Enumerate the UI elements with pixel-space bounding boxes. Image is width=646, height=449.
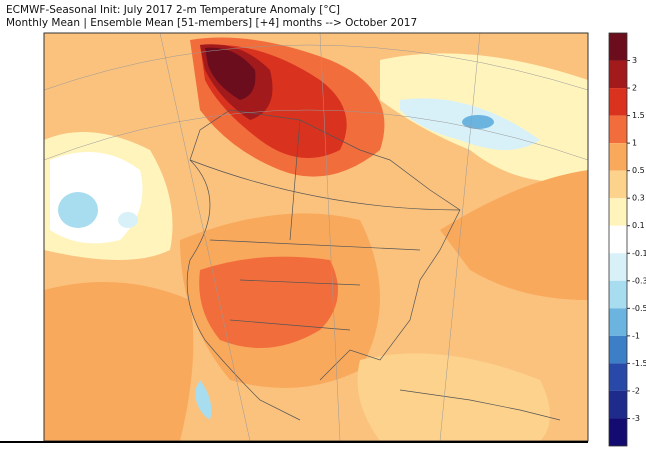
colorbar-label: -1 [632,331,640,340]
colorbar-swatch [609,418,627,446]
title-line: ECMWF-Seasonal Init: July 2017 2-m Tempe… [6,4,341,16]
colorbar-swatch [609,253,627,281]
colorbar-label: -0.5 [632,304,646,313]
colorbar-swatch [609,60,627,89]
colorbar-swatch [609,88,627,116]
coastlines [186,109,561,421]
colorbar-label: -1.5 [632,359,646,368]
colorbar-swatch [609,280,627,309]
colorbar-swatch [609,33,627,61]
colorbar-swatch [609,335,627,364]
colorbar-swatch [609,198,627,226]
colorbar-label: 0.1 [632,221,645,230]
colorbar-swatch [609,308,627,336]
colorbar-label: 0.3 [632,194,645,203]
colorbar-swatch [609,363,627,391]
colorbar-label: 1 [632,139,637,148]
colorbar-swatch [609,143,627,171]
colorbar-label: 0.5 [632,166,645,175]
title-line: Monthly Mean | Ensemble Mean [51-members… [6,17,418,29]
colorbar-label: 1.5 [632,111,645,120]
colorbar: 3 2 1.5 1 0.5 0.3 0.1 -0.1 -0.3 -0.5 -1 -1.5 -2 -3 [608,32,646,447]
graticule [44,33,588,441]
colorbar-label: -3 [632,414,640,423]
colorbar-swatch [609,115,627,144]
anomaly-field [44,33,588,441]
colorbar-label: 3 [632,56,637,65]
colorbar-swatch [609,225,627,254]
colorbar-label: -0.1 [632,249,646,258]
colorbar-frame [608,32,628,447]
colorbar-label: -0.3 [632,276,646,285]
colorbar-swatch [609,170,627,199]
colorbar-label: -2 [632,386,640,395]
colorbar-label: 2 [632,84,637,93]
colorbar-swatch [609,390,627,419]
